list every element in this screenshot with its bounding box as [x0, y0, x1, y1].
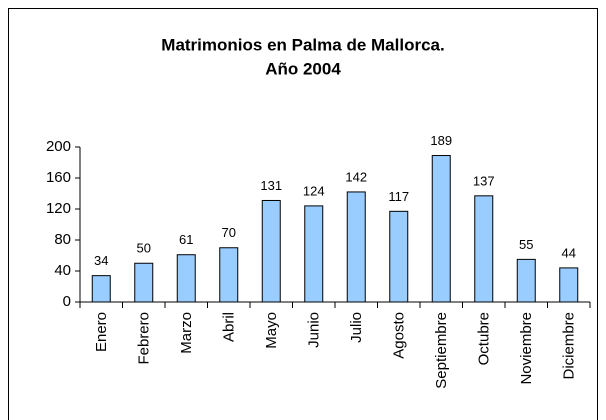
chart-border: [8, 8, 598, 420]
y-tick-label: 120: [46, 200, 71, 217]
value-label: 189: [430, 133, 452, 148]
value-label: 55: [519, 237, 533, 252]
value-label: 70: [222, 225, 236, 240]
x-tick-label: Noviembre: [518, 312, 535, 385]
x-tick-label: Julio: [348, 312, 365, 343]
value-label: 50: [137, 241, 151, 256]
x-tick-label: Diciembre: [561, 312, 578, 380]
value-label: 34: [94, 253, 108, 268]
bar: [304, 205, 324, 303]
y-tick-label: 80: [54, 231, 71, 248]
value-label: 124: [303, 183, 325, 198]
bar: [559, 267, 579, 303]
x-tick-label: Octubre: [476, 312, 493, 365]
value-label: 131: [260, 178, 282, 193]
y-tick-label: 160: [46, 169, 71, 186]
bar: [219, 247, 239, 303]
x-tick-label: Enero: [93, 312, 110, 352]
x-tick-label: Junio: [306, 312, 323, 348]
value-label: 137: [473, 173, 495, 188]
value-label: 117: [388, 189, 409, 204]
x-tick-label: Agosto: [391, 312, 408, 359]
y-tick-label: 40: [54, 262, 71, 279]
x-tick-label: Marzo: [178, 312, 195, 354]
x-tick-label: Mayo: [263, 312, 280, 349]
y-tick-label: 200: [46, 138, 71, 155]
value-label: 44: [562, 245, 576, 260]
bar: [176, 254, 196, 303]
chart-title: Año 2004: [265, 59, 341, 78]
bar: [346, 191, 366, 303]
bar: [134, 262, 154, 303]
bar: [516, 258, 536, 303]
bar: [474, 195, 494, 303]
bar: [431, 155, 451, 303]
bar: [261, 199, 281, 303]
x-tick-label: Septiembre: [433, 312, 450, 389]
value-label: 61: [179, 232, 193, 247]
x-tick-label: Abril: [221, 312, 238, 342]
y-tick-label: 0: [63, 293, 71, 310]
x-tick-label: Febrero: [136, 312, 153, 365]
bar: [91, 275, 111, 303]
bar: [389, 210, 409, 303]
value-label: 142: [345, 169, 367, 184]
chart-title: Matrimonios en Palma de Mallorca.: [161, 35, 444, 54]
